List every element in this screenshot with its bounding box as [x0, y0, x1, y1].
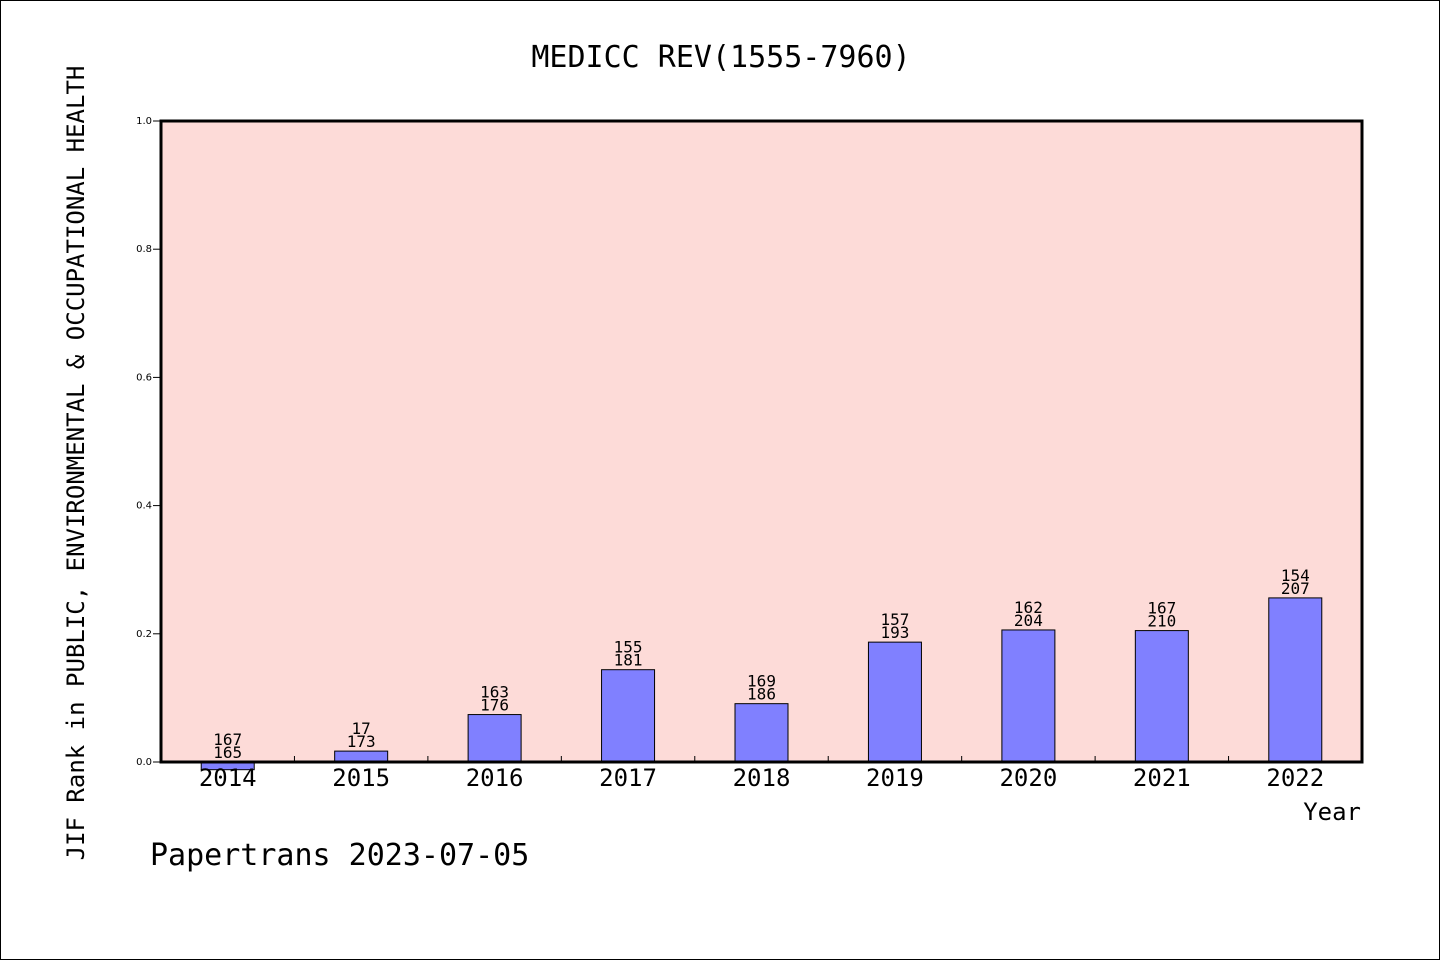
- bar-label-bottom: 207: [1281, 579, 1310, 598]
- bar-label-top: 157: [880, 610, 909, 629]
- bar-label-bottom: 181: [614, 651, 643, 670]
- bar-label-top: 169: [747, 672, 776, 691]
- x-axis-label: Year: [1303, 798, 1361, 826]
- bar-label-bottom: 210: [1147, 612, 1176, 631]
- bar: [601, 669, 656, 763]
- x-axis: 2014 2015 2016 2017 2018 2019 2020 2021 2022: [199, 756, 1324, 792]
- bar-label-bottom: 193: [880, 623, 909, 642]
- bar: [734, 703, 789, 763]
- bar: [467, 714, 522, 763]
- x-tick-label: 2017: [599, 764, 657, 792]
- bar-label-bottom: 165: [213, 743, 242, 762]
- bar: [334, 750, 389, 763]
- bar-label-top: 155: [614, 638, 643, 657]
- y-tick-label: 1.0: [136, 116, 152, 127]
- bar-label-bottom: 186: [747, 685, 776, 704]
- bar: [1001, 629, 1056, 763]
- bar-label-top: 167: [213, 730, 242, 749]
- chart-title: MEDICC REV(1555-7960): [531, 40, 910, 75]
- y-tick-label: 0.8: [136, 244, 152, 255]
- x-tick-label: 2015: [332, 764, 390, 792]
- bar-label-bottom: 173: [347, 732, 376, 751]
- x-tick-label: 2016: [466, 764, 524, 792]
- bar-label-bottom: 204: [1014, 611, 1043, 630]
- y-axis-label: JIF Rank in PUBLIC, ENVIRONMENTAL & OCCU…: [62, 66, 90, 861]
- y-tick-label: 0.2: [136, 629, 152, 640]
- y-tick-label: 0.4: [136, 501, 152, 512]
- footer-text: Papertrans 2023-07-05: [150, 838, 529, 873]
- x-tick-label: 2022: [1266, 764, 1324, 792]
- bar-label-top: 163: [480, 683, 509, 702]
- plot-border: [159, 119, 1364, 764]
- x-tick-label: 2018: [733, 764, 791, 792]
- bars-group: 1671651717316317615518116918615719316220…: [200, 566, 1323, 771]
- bar: [867, 641, 922, 763]
- x-tick-label: 2020: [999, 764, 1057, 792]
- x-tick-label: 2019: [866, 764, 924, 792]
- x-tick-label: 2014: [199, 764, 257, 792]
- bar-label-top: 154: [1281, 566, 1310, 585]
- x-tick-label: 2021: [1133, 764, 1191, 792]
- bar: [1268, 597, 1323, 763]
- bar: [1134, 630, 1189, 763]
- y-tick-label: 0.6: [136, 372, 152, 383]
- bar-label-top: 162: [1014, 598, 1043, 617]
- y-axis: 0.0 0.2 0.4 0.6 0.8 1.0: [136, 116, 161, 768]
- bar-label-bottom: 176: [480, 696, 509, 715]
- bar-label-top: 167: [1147, 599, 1176, 618]
- y-tick-label: 0.0: [136, 757, 152, 768]
- bar-label-top: 17: [352, 719, 371, 738]
